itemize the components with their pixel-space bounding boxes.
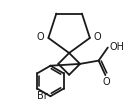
Text: Br: Br [37, 91, 48, 101]
Text: O: O [102, 77, 110, 87]
Text: O: O [94, 32, 102, 42]
Text: OH: OH [110, 42, 125, 52]
Text: O: O [37, 32, 44, 42]
